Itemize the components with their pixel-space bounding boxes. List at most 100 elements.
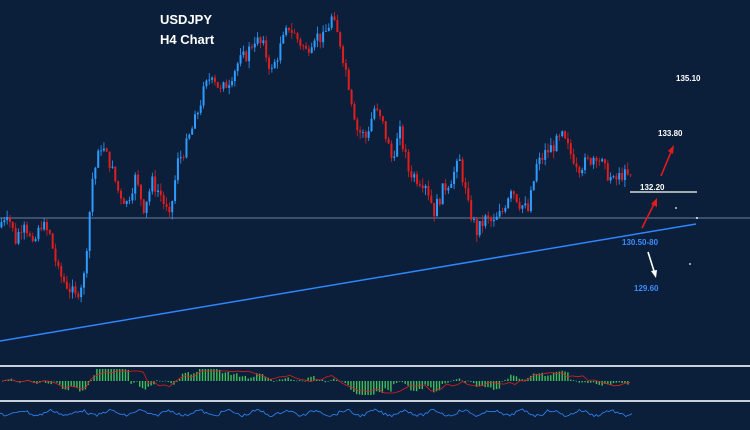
macd-bar [621,381,623,383]
macd-bar [404,381,406,384]
macd-bar [601,381,603,386]
candle-body [162,195,165,205]
candle-body [581,170,584,174]
macd-bar [524,379,526,381]
candle-body [575,163,578,168]
candle-body [8,217,11,222]
candle-body [94,167,97,179]
macd-bar [241,376,244,381]
candle-body [473,219,475,220]
candle-body [444,183,447,191]
candle-body [481,221,484,227]
candle-body [427,185,430,196]
macd-bar [570,379,572,381]
candle-body [364,132,367,138]
candle-body [11,221,14,228]
macd-bar [287,377,289,381]
candle-body [74,286,77,294]
candle-body [28,233,31,236]
macd-bar [387,381,389,390]
macd-bar [592,381,595,383]
candle-body [629,174,632,176]
candle-body [529,190,532,212]
macd-bar [612,381,615,384]
macd-bar [190,374,192,381]
candle-body [487,215,490,218]
macd-bar [555,371,558,381]
macd-bar [119,369,121,381]
macd-bar [270,378,272,381]
candle-body [111,166,114,168]
candle-body [248,46,251,62]
candle-body [433,202,436,217]
candle-body [584,157,587,171]
arrow-up-to-132-20 [641,198,657,229]
macd-bar [67,381,70,391]
macd-bar [333,378,335,381]
candle-body [128,200,131,202]
macd-bar [273,381,275,382]
macd-bar [130,381,132,384]
candle-body [336,20,339,33]
macd-bar [324,381,326,383]
macd-bar [501,381,503,382]
macd-bar [47,381,50,384]
macd-bar [384,381,386,389]
candle-body [393,156,396,158]
macd-bar [224,372,227,381]
macd-bar [498,381,501,389]
candle-body [347,69,350,90]
macd-bar [367,381,369,395]
macd-bar [578,381,581,383]
macd-bar [307,377,309,381]
candle-body [105,148,108,152]
candle-body [122,198,125,204]
candle-body [535,163,538,182]
macd-bar [344,381,346,384]
candle-body [455,160,458,172]
candle-body [273,61,276,69]
macd-bar [33,381,35,383]
macd-bar [264,376,267,381]
macd-bar [587,381,589,384]
macd-bar [90,380,92,381]
candle-body [319,33,322,43]
candle-body [6,217,9,221]
macd-bar [153,381,155,385]
candle-body [475,219,478,236]
macd-bar [361,381,364,395]
macd-bar [438,381,441,391]
macd-bar [430,381,432,388]
macd-bar [547,375,549,381]
candle-body [410,171,413,178]
macd-bar [53,380,55,382]
level-129-60-label: 129.60 [634,284,659,293]
macd-bar [184,372,187,381]
candle-body [492,219,495,222]
macd-bar [204,369,207,381]
candle-body [367,131,370,138]
candle-body [242,51,245,56]
macd-bar [227,371,229,381]
candle-body [470,200,473,220]
candle-body [139,184,142,200]
macd-bar [561,370,563,381]
candle-body [541,157,544,160]
candle-body [495,216,498,220]
candle-body [154,176,157,192]
macd-bar [584,381,586,383]
candle-body [515,194,518,203]
candle-body [356,119,359,131]
macd-bar [558,371,561,381]
candle-body [245,51,248,62]
macd-bar [572,380,575,381]
macd-bar [353,381,355,392]
candle-body [612,176,615,178]
macd-bar [530,375,532,381]
candle-body [484,215,487,227]
macd-bar [298,380,301,381]
macd-bar [418,381,421,389]
candle-body [344,62,347,70]
rsi-indicator-line [0,408,633,418]
